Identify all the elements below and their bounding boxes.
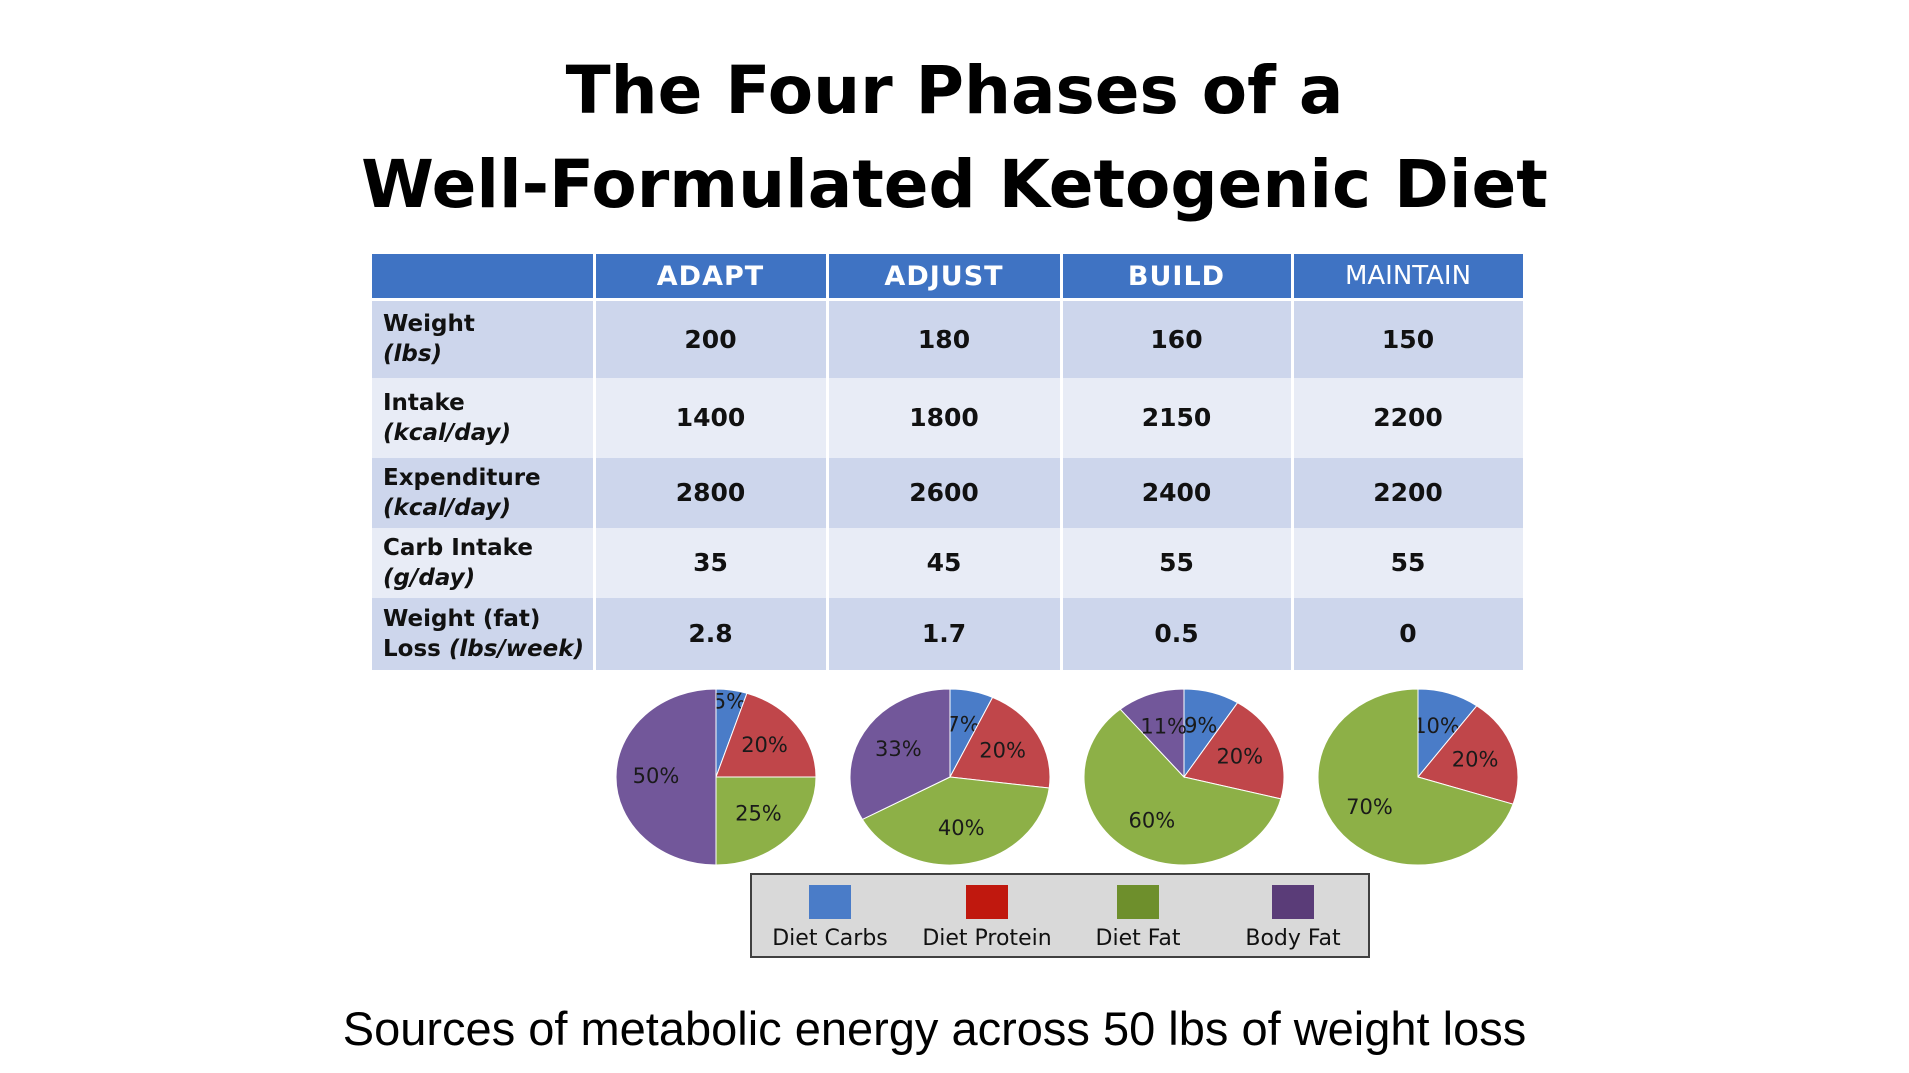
- row-label-text: Weight (fat): [383, 605, 541, 632]
- pie-label-body-fat: 11%: [1140, 714, 1187, 738]
- table-row-intake: Intake (kcal/day) 1400 1800 2150 2200: [372, 377, 1526, 458]
- table-row-expenditure: Expenditure (kcal/day) 2800 2600 2400 22…: [372, 457, 1526, 528]
- pie-label-diet-carbs: 10%: [1413, 714, 1460, 738]
- table-cell: 180: [825, 299, 1063, 378]
- table-cell: 35: [592, 527, 829, 598]
- row-label: Weight (lbs): [372, 299, 596, 378]
- table-cell: 2150: [1059, 377, 1294, 458]
- header-maintain: MAINTAIN: [1290, 254, 1526, 301]
- pie-slice-body-fat: [849, 688, 951, 821]
- legend-swatch-diet-protein: [966, 885, 1008, 919]
- header-adapt: ADAPT: [592, 254, 829, 301]
- header-corner: [372, 254, 596, 301]
- table-row-carb-intake: Carb Intake (g/day) 35 45 55 55: [372, 527, 1526, 598]
- table-row-weight: Weight (lbs) 200 180 160 150: [372, 299, 1526, 378]
- table-cell: 200: [592, 299, 829, 378]
- pie-slice-diet-fat: [1317, 688, 1514, 866]
- legend: Diet Carbs Diet Protein Diet Fat Body Fa…: [750, 873, 1370, 958]
- row-label: Weight (fat) Loss (lbs/week): [372, 597, 596, 670]
- row-label-unit: (lbs/week): [448, 635, 585, 662]
- table-cell: 160: [1059, 299, 1294, 378]
- pie-adapt: 5%20%25%50%: [615, 688, 817, 866]
- legend-label-body-fat: Body Fat: [1245, 926, 1341, 951]
- pie-label-diet-protein: 20%: [1216, 745, 1263, 769]
- row-label-unit: (lbs): [383, 341, 443, 368]
- table-cell: 150: [1290, 299, 1526, 378]
- legend-item-body-fat: Body Fat: [1218, 885, 1368, 951]
- table-cell: 55: [1059, 527, 1294, 598]
- pie-label-diet-protein: 20%: [1452, 748, 1499, 772]
- pie-label-body-fat: 50%: [633, 764, 680, 788]
- legend-item-diet-fat: Diet Fat: [1063, 885, 1213, 951]
- pie-label-diet-fat: 60%: [1129, 809, 1176, 833]
- row-label: Expenditure (kcal/day): [372, 457, 596, 528]
- title-line-1: The Four Phases of a: [565, 52, 1344, 129]
- row-label-line2: Loss (lbs/week): [383, 634, 593, 664]
- table-cell: 1800: [825, 377, 1063, 458]
- table-cell: 1400: [592, 377, 829, 458]
- pie-slice-body-fat: [615, 688, 717, 866]
- legend-label-diet-protein: Diet Protein: [922, 926, 1052, 951]
- pie-label-body-fat: 33%: [875, 737, 922, 761]
- pie-slice-diet-protein: [1417, 705, 1519, 805]
- table-cell: 2800: [592, 457, 829, 528]
- header-adjust: ADJUST: [825, 254, 1063, 301]
- pie-label-diet-fat: 40%: [938, 816, 985, 840]
- table-cell: 1.7: [825, 597, 1063, 670]
- row-label-unit: (kcal/day): [383, 419, 512, 446]
- table-cell: 2200: [1290, 457, 1526, 528]
- row-label-text: Intake: [383, 389, 465, 416]
- legend-swatch-diet-carbs: [809, 885, 851, 919]
- legend-label-diet-fat: Diet Fat: [1095, 926, 1181, 951]
- row-label-text: Expenditure: [383, 464, 541, 491]
- pie-adjust: 7%20%40%33%: [849, 688, 1051, 866]
- table-cell: 2600: [825, 457, 1063, 528]
- pie-build: 9% 20% 60% 11%: [1083, 688, 1285, 866]
- row-label-unit: (kcal/day): [383, 494, 512, 521]
- table-row-weight-loss: Weight (fat) Loss (lbs/week) 2.8 1.7 0.5…: [372, 597, 1526, 670]
- legend-item-diet-carbs: Diet Carbs: [755, 885, 905, 951]
- header-build: BUILD: [1059, 254, 1294, 301]
- pie-slice-diet-protein: [949, 696, 1051, 789]
- pie-slice-diet-protein: [1183, 702, 1285, 800]
- phases-table: ADAPT ADJUST BUILD MAINTAIN Weight (lbs)…: [372, 254, 1526, 670]
- table-cell: 45: [825, 527, 1063, 598]
- legend-swatch-diet-fat: [1117, 885, 1159, 919]
- pie-label-diet-carbs: 9%: [1184, 713, 1217, 737]
- table-cell: 0.5: [1059, 597, 1294, 670]
- table-cell: 55: [1290, 527, 1526, 598]
- table-cell: 0: [1290, 597, 1526, 670]
- pie-label-diet-protein: 20%: [741, 733, 788, 757]
- table-cell: 2.8: [592, 597, 829, 670]
- row-label: Intake (kcal/day): [372, 377, 596, 458]
- pie-maintain: 10% 20% 70%: [1317, 688, 1519, 866]
- pie-slice-diet-fat: [1083, 708, 1282, 866]
- table-cell: 2400: [1059, 457, 1294, 528]
- pie-slice-diet-protein: [715, 692, 817, 778]
- pie-label-diet-fat: 70%: [1346, 795, 1393, 819]
- pie-slice-diet-fat: [861, 776, 1050, 866]
- table-cell: 2200: [1290, 377, 1526, 458]
- legend-swatch-body-fat: [1272, 885, 1314, 919]
- pie-label-diet-fat: 25%: [735, 801, 782, 825]
- legend-item-diet-protein: Diet Protein: [912, 885, 1062, 951]
- subtitle: Sources of metabolic energy across 50 lb…: [342, 1002, 1527, 1055]
- header-row: ADAPT ADJUST BUILD MAINTAIN: [372, 254, 1526, 301]
- pie-slice-diet-fat: [715, 776, 817, 866]
- row-label-loss: Loss: [383, 635, 441, 662]
- row-label-text: Weight: [383, 311, 475, 338]
- pie-slice-body-fat: [1119, 688, 1185, 779]
- pie-label-diet-protein: 20%: [979, 739, 1026, 763]
- row-label-text: Carb Intake: [383, 534, 533, 561]
- title-line-2: Well-Formulated Ketogenic Diet: [361, 146, 1548, 223]
- legend-label-diet-carbs: Diet Carbs: [772, 926, 888, 951]
- row-label: Carb Intake (g/day): [372, 527, 596, 598]
- row-label-unit: (g/day): [383, 564, 476, 591]
